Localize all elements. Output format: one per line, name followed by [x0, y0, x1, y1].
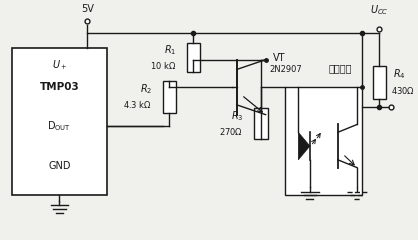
Text: 2N2907: 2N2907 [270, 65, 302, 74]
Bar [186, 43, 200, 72]
Bar [372, 66, 386, 99]
Text: $R_3$: $R_3$ [231, 109, 243, 123]
Text: 4.3 k$\Omega$: 4.3 k$\Omega$ [123, 99, 152, 110]
Text: $R_4$: $R_4$ [393, 67, 405, 81]
Text: VT: VT [273, 53, 286, 63]
Bar [163, 81, 176, 113]
Text: $R_2$: $R_2$ [140, 82, 152, 96]
Text: 10 k$\Omega$: 10 k$\Omega$ [150, 60, 176, 71]
Text: $U_+$: $U_+$ [52, 59, 67, 72]
Text: GND: GND [48, 161, 71, 171]
Bar [285, 87, 362, 195]
Text: 430$\Omega$: 430$\Omega$ [391, 84, 415, 96]
Text: $U_\mathregular{CC}$: $U_\mathregular{CC}$ [370, 4, 389, 18]
Text: 270$\Omega$: 270$\Omega$ [219, 126, 243, 137]
Text: 5V: 5V [81, 4, 94, 13]
Text: D$_\mathregular{OUT}$: D$_\mathregular{OUT}$ [47, 120, 71, 133]
Text: TMP03: TMP03 [40, 82, 79, 92]
Text: 光耦合器: 光耦合器 [329, 63, 352, 73]
Bar [12, 48, 107, 195]
Text: $R_1$: $R_1$ [163, 43, 176, 57]
Polygon shape [298, 132, 310, 160]
Bar [254, 108, 268, 139]
